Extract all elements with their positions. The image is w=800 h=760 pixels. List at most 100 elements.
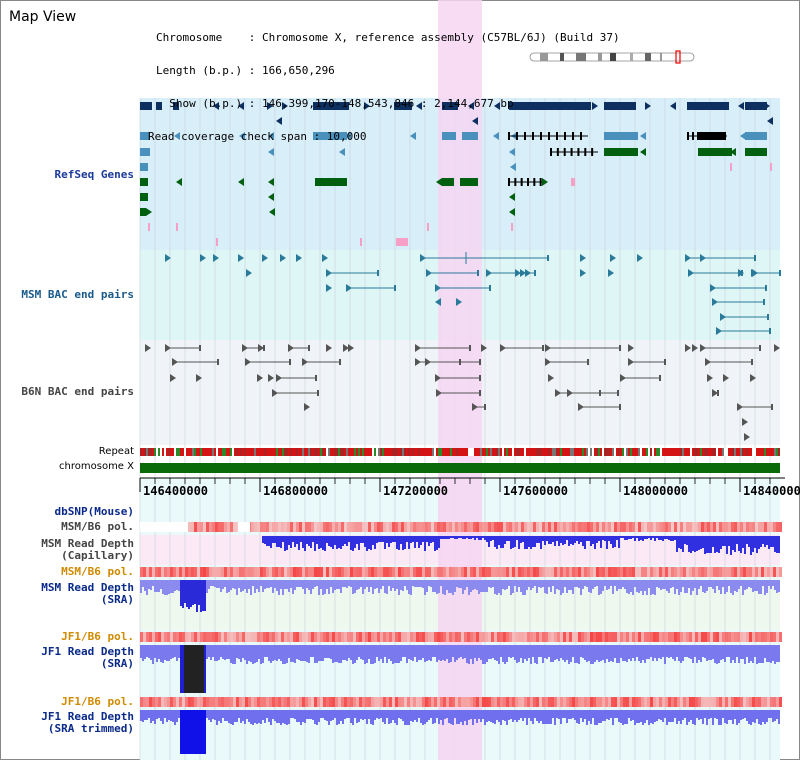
capillary-depth-bar	[728, 536, 730, 546]
exon	[520, 178, 523, 186]
track-label-msm-depth-capillary[interactable]: MSM Read Depth (Capillary)	[41, 538, 134, 562]
msm-b6-pol-cell	[524, 567, 527, 577]
repeat-element	[532, 448, 534, 456]
msm-sra-depth-bar	[550, 580, 552, 592]
msm-sra-depth-bar	[384, 580, 386, 593]
jf1-trimmed-depth-bar	[228, 710, 230, 723]
capillary-depth-bar	[656, 536, 658, 538]
repeat-element	[392, 448, 394, 456]
capillary-depth-bar	[640, 536, 642, 540]
track-label-chromosome[interactable]: chromosome X	[59, 461, 134, 472]
msm-b6-pol-cell	[746, 567, 749, 577]
jf1-b6-pol-cell	[215, 632, 218, 642]
track-label-msm-b6-pol-2[interactable]: MSM/B6 pol.	[61, 565, 134, 578]
msm-sra-depth-bar	[650, 580, 652, 595]
jf1-b6-pol-cell	[251, 697, 254, 707]
jf1-trimmed-depth-bar	[640, 710, 642, 722]
exon	[591, 148, 594, 156]
repeat-element	[372, 448, 374, 456]
jf1-trimmed-depth-bar	[736, 710, 738, 725]
jf1-trimmed-depth-bar	[596, 710, 598, 725]
msm-b6-pol-cell	[698, 522, 701, 532]
jf1-sra-depth-bar	[416, 645, 418, 662]
msm-sra-depth-bar	[582, 580, 584, 589]
capillary-depth-bar	[692, 536, 694, 551]
msm-sra-depth-bar	[346, 580, 348, 588]
jf1-trimmed-depth-bar	[510, 710, 512, 719]
repeat-element	[260, 448, 262, 456]
repeat-element	[424, 448, 426, 456]
track-label-msm-depth-sra[interactable]: MSM Read Depth (SRA)	[41, 582, 134, 606]
gene-block	[745, 102, 767, 110]
chromosome-ideogram[interactable]	[529, 50, 695, 64]
bac-end-arrow	[486, 269, 492, 277]
jf1-trimmed-depth-bar	[432, 710, 434, 724]
msm-b6-pol-cell	[776, 567, 779, 577]
repeat-element	[186, 448, 188, 456]
jf1-b6-pol-cell	[590, 697, 593, 707]
gene-arrow	[238, 178, 244, 186]
msm-b6-pol-cell	[608, 522, 611, 532]
capillary-depth-bar	[352, 536, 354, 551]
jf1-trimmed-depth-bar	[392, 710, 394, 720]
repeat-element	[204, 448, 206, 456]
jf1-trimmed-depth-bar	[430, 710, 432, 718]
jf1-b6-pol-cell	[422, 632, 425, 642]
jf1-sra-depth-bar	[342, 645, 344, 660]
track-label-msm-bac[interactable]: MSM BAC end pairs	[21, 288, 134, 301]
jf1-b6-pol-cell	[425, 697, 428, 707]
jf1-trimmed-depth-bar	[342, 710, 344, 724]
jf1-sra-depth-bar	[316, 645, 318, 663]
jf1-trimmed-depth-bar	[236, 710, 238, 722]
track-features[interactable]	[140, 102, 782, 754]
track-label-jf1-b6-pol-1[interactable]: JF1/B6 pol.	[61, 630, 134, 643]
jf1-trimmed-depth-bar	[480, 710, 482, 722]
jf1-trimmed-depth-bar	[768, 710, 770, 718]
jf1-trimmed-depth-bar	[450, 710, 452, 724]
jf1-sra-depth-bar	[256, 645, 258, 662]
repeat-element	[448, 448, 450, 456]
msm-b6-pol-cell	[719, 522, 722, 532]
jf1-trimmed-depth-bar	[184, 710, 186, 754]
jf1-trimmed-depth-bar	[536, 710, 538, 721]
capillary-depth-bar	[764, 536, 766, 547]
msm-b6-pol-cell	[452, 522, 455, 532]
repeat-element	[224, 448, 226, 456]
jf1-sra-depth-bar	[464, 645, 466, 658]
bac-end-arrow	[238, 254, 244, 262]
track-label-b6n-bac[interactable]: B6N BAC end pairs	[21, 385, 134, 398]
track-label-dbsnp[interactable]: dbSNP(Mouse)	[54, 505, 134, 518]
msm-b6-pol-cell	[191, 567, 194, 577]
msm-sra-depth-bar	[268, 580, 270, 588]
bac-end-arrow	[744, 433, 750, 441]
msm-b6-pol-cell	[308, 522, 311, 532]
msm-b6-pol-cell	[722, 522, 725, 532]
repeat-element	[432, 448, 434, 456]
jf1-b6-pol-cell	[752, 697, 755, 707]
msm-b6-pol-cell	[500, 567, 503, 577]
repeat-element	[494, 448, 496, 456]
jf1-b6-pol-cell	[641, 697, 644, 707]
jf1-b6-pol-cell	[605, 697, 608, 707]
track-label-jf1-b6-pol-2[interactable]: JF1/B6 pol.	[61, 695, 134, 708]
repeat-element	[584, 448, 586, 456]
jf1-trimmed-depth-bar	[284, 710, 286, 724]
jf1-b6-pol-cell	[593, 632, 596, 642]
track-label-msm-b6-pol-1[interactable]: MSM/B6 pol.	[61, 520, 134, 533]
jf1-b6-pol-cell	[212, 697, 215, 707]
jf1-b6-pol-cell	[254, 697, 257, 707]
msm-sra-depth-bar	[198, 580, 200, 605]
track-label-jf1-depth-trimmed[interactable]: JF1 Read Depth (SRA trimmed)	[41, 711, 134, 735]
msm-b6-pol-cell	[233, 522, 236, 532]
track-label-jf1-depth-sra[interactable]: JF1 Read Depth (SRA)	[41, 646, 134, 670]
repeat-element	[596, 448, 598, 456]
jf1-b6-pol-cell	[533, 632, 536, 642]
msm-b6-pol-cell	[704, 567, 707, 577]
jf1-b6-pol-cell	[647, 632, 650, 642]
jf1-sra-depth-bar	[368, 645, 370, 659]
jf1-trimmed-depth-bar	[740, 710, 742, 720]
track-label-repeat[interactable]: Repeat	[98, 446, 134, 457]
track-label-refseq[interactable]: RefSeq Genes	[54, 168, 134, 181]
repeat-element	[228, 448, 230, 456]
